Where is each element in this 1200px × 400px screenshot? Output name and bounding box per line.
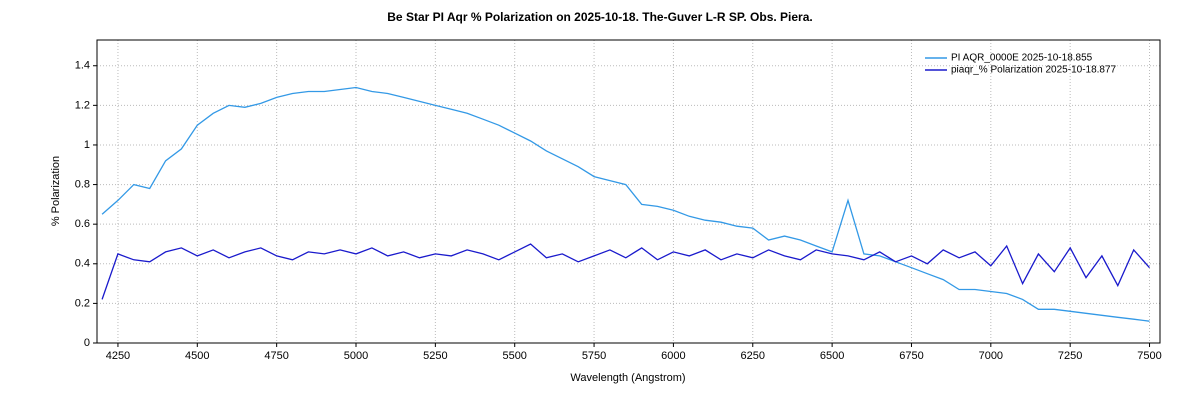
x-tick-label: 5500 (502, 350, 526, 362)
y-tick-label: 0.8 (75, 178, 90, 190)
x-tick-label: 5000 (344, 350, 368, 362)
y-tick-label: 1 (84, 139, 90, 151)
x-tick-label: 6000 (661, 350, 685, 362)
x-tick-label: 4250 (106, 350, 130, 362)
legend-label: PI AQR_0000E 2025-10-18.855 (951, 53, 1093, 64)
y-tick-label: 0.6 (75, 218, 90, 230)
data-line (101, 86, 1150, 322)
y-tick-label: 0 (84, 337, 90, 349)
x-tick-label: 5750 (582, 350, 606, 362)
x-tick-label: 7500 (1137, 350, 1161, 362)
data-line (101, 243, 1150, 300)
y-tick-label: 1.2 (75, 99, 90, 111)
x-tick-label: 7250 (1058, 350, 1082, 362)
x-tick-label: 6750 (899, 350, 923, 362)
chart-title: Be Star PI Aqr % Polarization on 2025-10… (387, 10, 812, 24)
y-tick-label: 1.4 (75, 60, 90, 72)
x-tick-label: 4500 (185, 350, 209, 362)
x-tick-label: 4750 (264, 350, 288, 362)
y-tick-label: 0.2 (75, 297, 90, 309)
y-tick-label: 0.4 (75, 258, 90, 270)
x-axis-label: Wavelength (Angstrom) (570, 372, 685, 384)
y-axis-label: % Polarization (50, 156, 62, 226)
x-tick-label: 6500 (820, 350, 844, 362)
legend-label: piaqr_% Polarization 2025-10-18.877 (951, 65, 1117, 76)
plot-frame (96, 39, 1161, 344)
x-tick-label: 6250 (741, 350, 765, 362)
x-tick-label: 7000 (979, 350, 1003, 362)
x-tick-label: 5250 (423, 350, 447, 362)
